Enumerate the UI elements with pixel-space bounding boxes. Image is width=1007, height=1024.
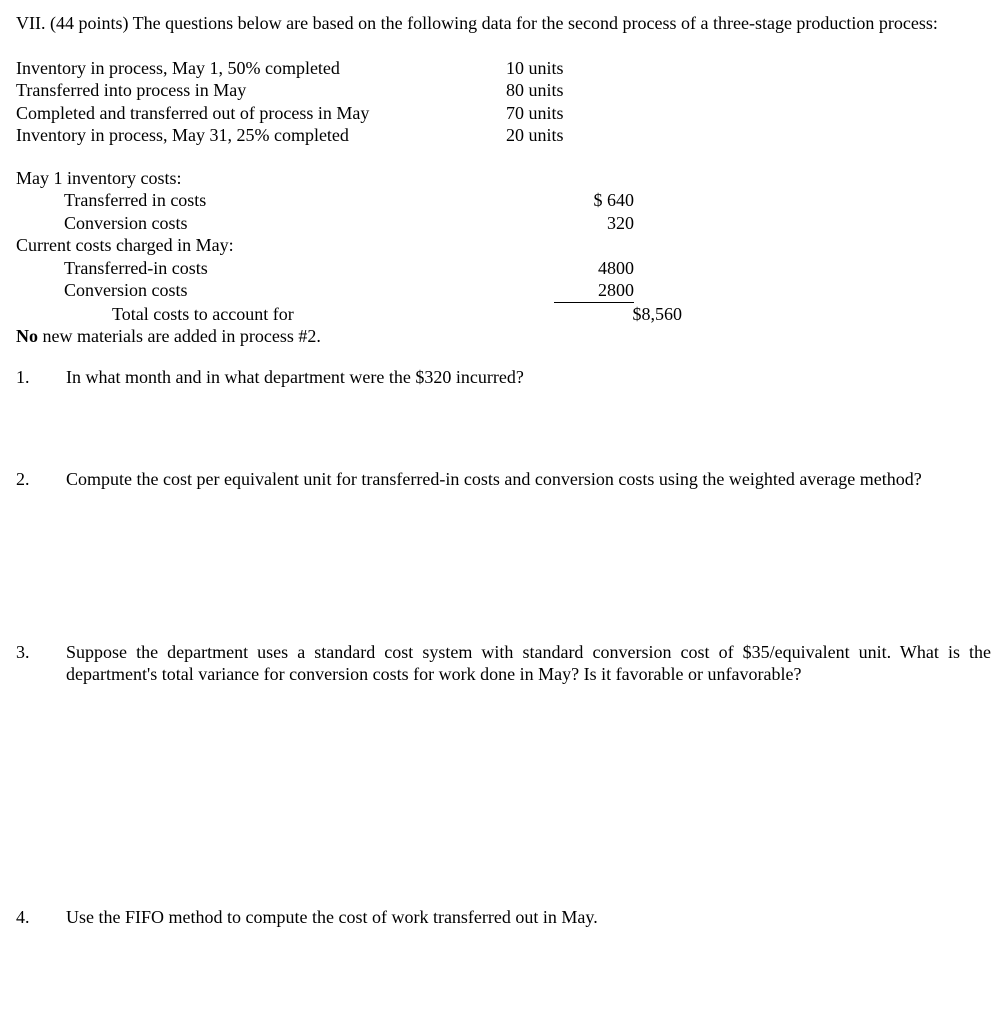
may1-heading: May 1 inventory costs: (16, 167, 506, 190)
cost-total-row: Total costs to account for $8,560 (16, 303, 991, 326)
problem-header: VII. (44 points) The questions below are… (16, 12, 991, 35)
cost-total-value: $8,560 (602, 303, 682, 326)
question-number: 2. (16, 468, 66, 491)
units-row: Transferred into process in May 80 units (16, 79, 991, 102)
cost-row: Transferred in costs $ 640 (16, 189, 991, 212)
materials-note: No new materials are added in process #2… (16, 325, 991, 348)
cost-label: Conversion costs (16, 212, 554, 235)
units-value: 20 units (506, 124, 626, 147)
units-value: 80 units (506, 79, 626, 102)
question-text: Use the FIFO method to compute the cost … (66, 906, 991, 929)
note-bold: No (16, 326, 38, 346)
units-value: 70 units (506, 102, 626, 125)
cost-label: Transferred in costs (16, 189, 554, 212)
question-number: 1. (16, 366, 66, 389)
cost-row: Transferred-in costs 4800 (16, 257, 991, 280)
question-text: In what month and in what department wer… (66, 366, 991, 389)
question-4: 4. Use the FIFO method to compute the co… (16, 906, 991, 929)
question-2: 2. Compute the cost per equivalent unit … (16, 468, 991, 491)
units-value: 10 units (506, 57, 626, 80)
units-row: Inventory in process, May 31, 25% comple… (16, 124, 991, 147)
units-data: Inventory in process, May 1, 50% complet… (16, 57, 991, 147)
cost-value: 2800 (554, 279, 634, 303)
cost-label: Transferred-in costs (16, 257, 554, 280)
question-number: 3. (16, 641, 66, 686)
units-label: Transferred into process in May (16, 79, 506, 102)
units-row: Inventory in process, May 1, 50% complet… (16, 57, 991, 80)
question-text: Compute the cost per equivalent unit for… (66, 468, 991, 491)
question-1: 1. In what month and in what department … (16, 366, 991, 389)
questions-list: 1. In what month and in what department … (16, 366, 991, 929)
costs-heading: May 1 inventory costs: (16, 167, 991, 190)
units-label: Inventory in process, May 1, 50% complet… (16, 57, 506, 80)
costs-heading: Current costs charged in May: (16, 234, 991, 257)
cost-row: Conversion costs 320 (16, 212, 991, 235)
costs-data: May 1 inventory costs: Transferred in co… (16, 167, 991, 348)
question-text: Suppose the department uses a standard c… (66, 641, 991, 686)
units-row: Completed and transferred out of process… (16, 102, 991, 125)
cost-total-label: Total costs to account for (16, 303, 602, 326)
cost-value: $ 640 (554, 189, 634, 212)
units-label: Completed and transferred out of process… (16, 102, 506, 125)
cost-label: Conversion costs (16, 279, 554, 303)
question-number: 4. (16, 906, 66, 929)
cost-value: 4800 (554, 257, 634, 280)
cost-value: 320 (554, 212, 634, 235)
units-label: Inventory in process, May 31, 25% comple… (16, 124, 506, 147)
current-heading: Current costs charged in May: (16, 234, 506, 257)
note-rest: new materials are added in process #2. (38, 326, 321, 346)
cost-row: Conversion costs 2800 (16, 279, 991, 303)
question-3: 3. Suppose the department uses a standar… (16, 641, 991, 686)
